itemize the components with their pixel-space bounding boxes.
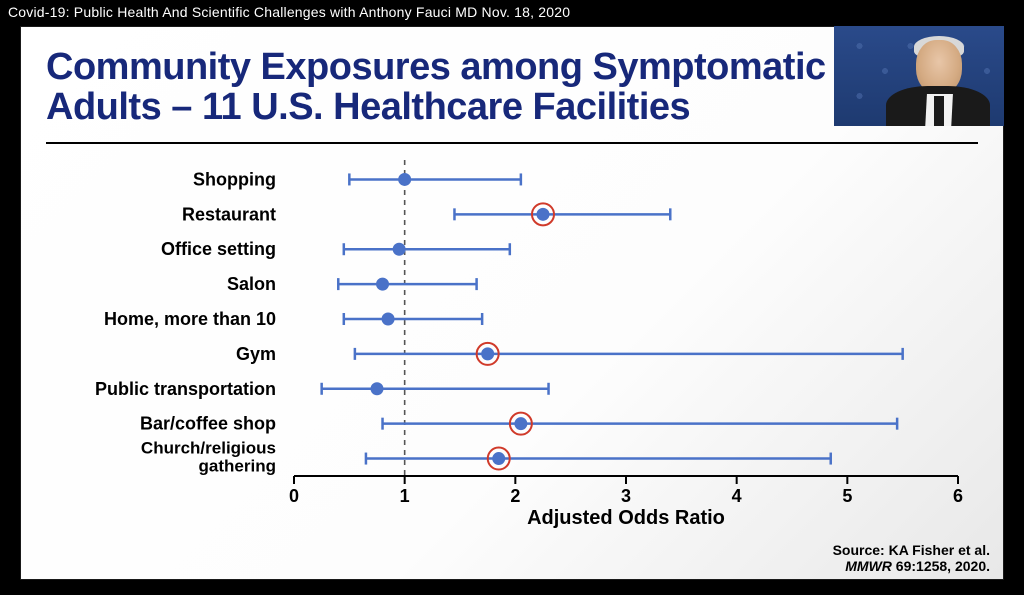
svg-text:Shopping: Shopping: [193, 169, 276, 189]
source-citation: Source: KA Fisher et al. MMWR 69:1258, 2…: [833, 543, 990, 574]
svg-text:Gym: Gym: [236, 344, 276, 364]
source-ref: 69:1258, 2020.: [892, 558, 990, 574]
svg-text:4: 4: [732, 486, 742, 506]
speaker-tie-shape: [934, 96, 944, 126]
svg-text:6: 6: [953, 486, 963, 506]
svg-text:gathering: gathering: [199, 457, 276, 476]
svg-text:Public transportation: Public transportation: [95, 379, 276, 399]
svg-text:Salon: Salon: [227, 274, 276, 294]
svg-text:3: 3: [621, 486, 631, 506]
source-journal: MMWR: [845, 558, 892, 574]
svg-text:Church/religious: Church/religious: [141, 439, 276, 458]
svg-text:Office setting: Office setting: [161, 239, 276, 259]
svg-text:Adjusted Odds Ratio: Adjusted Odds Ratio: [527, 507, 725, 529]
svg-text:5: 5: [842, 486, 852, 506]
svg-text:Bar/coffee shop: Bar/coffee shop: [140, 414, 276, 434]
forest-plot-chart: 0 1 2 3 4 5 6 Adjusted Odds Ratio Shopping Restau…: [46, 152, 978, 534]
svg-text:2: 2: [510, 486, 520, 506]
video-title-text: Covid-19: Public Health And Scientific C…: [8, 4, 570, 20]
title-underline: [46, 142, 978, 144]
speaker-video-thumbnail: [834, 26, 1004, 126]
source-line1: Source: KA Fisher et al.: [833, 542, 990, 558]
svg-text:1: 1: [400, 486, 410, 506]
svg-text:Restaurant: Restaurant: [182, 204, 276, 224]
svg-text:Home, more than 10: Home, more than 10: [104, 309, 276, 329]
svg-text:0: 0: [289, 486, 299, 506]
slide-title-line1: Community Exposures among Symptomatic: [46, 46, 826, 88]
